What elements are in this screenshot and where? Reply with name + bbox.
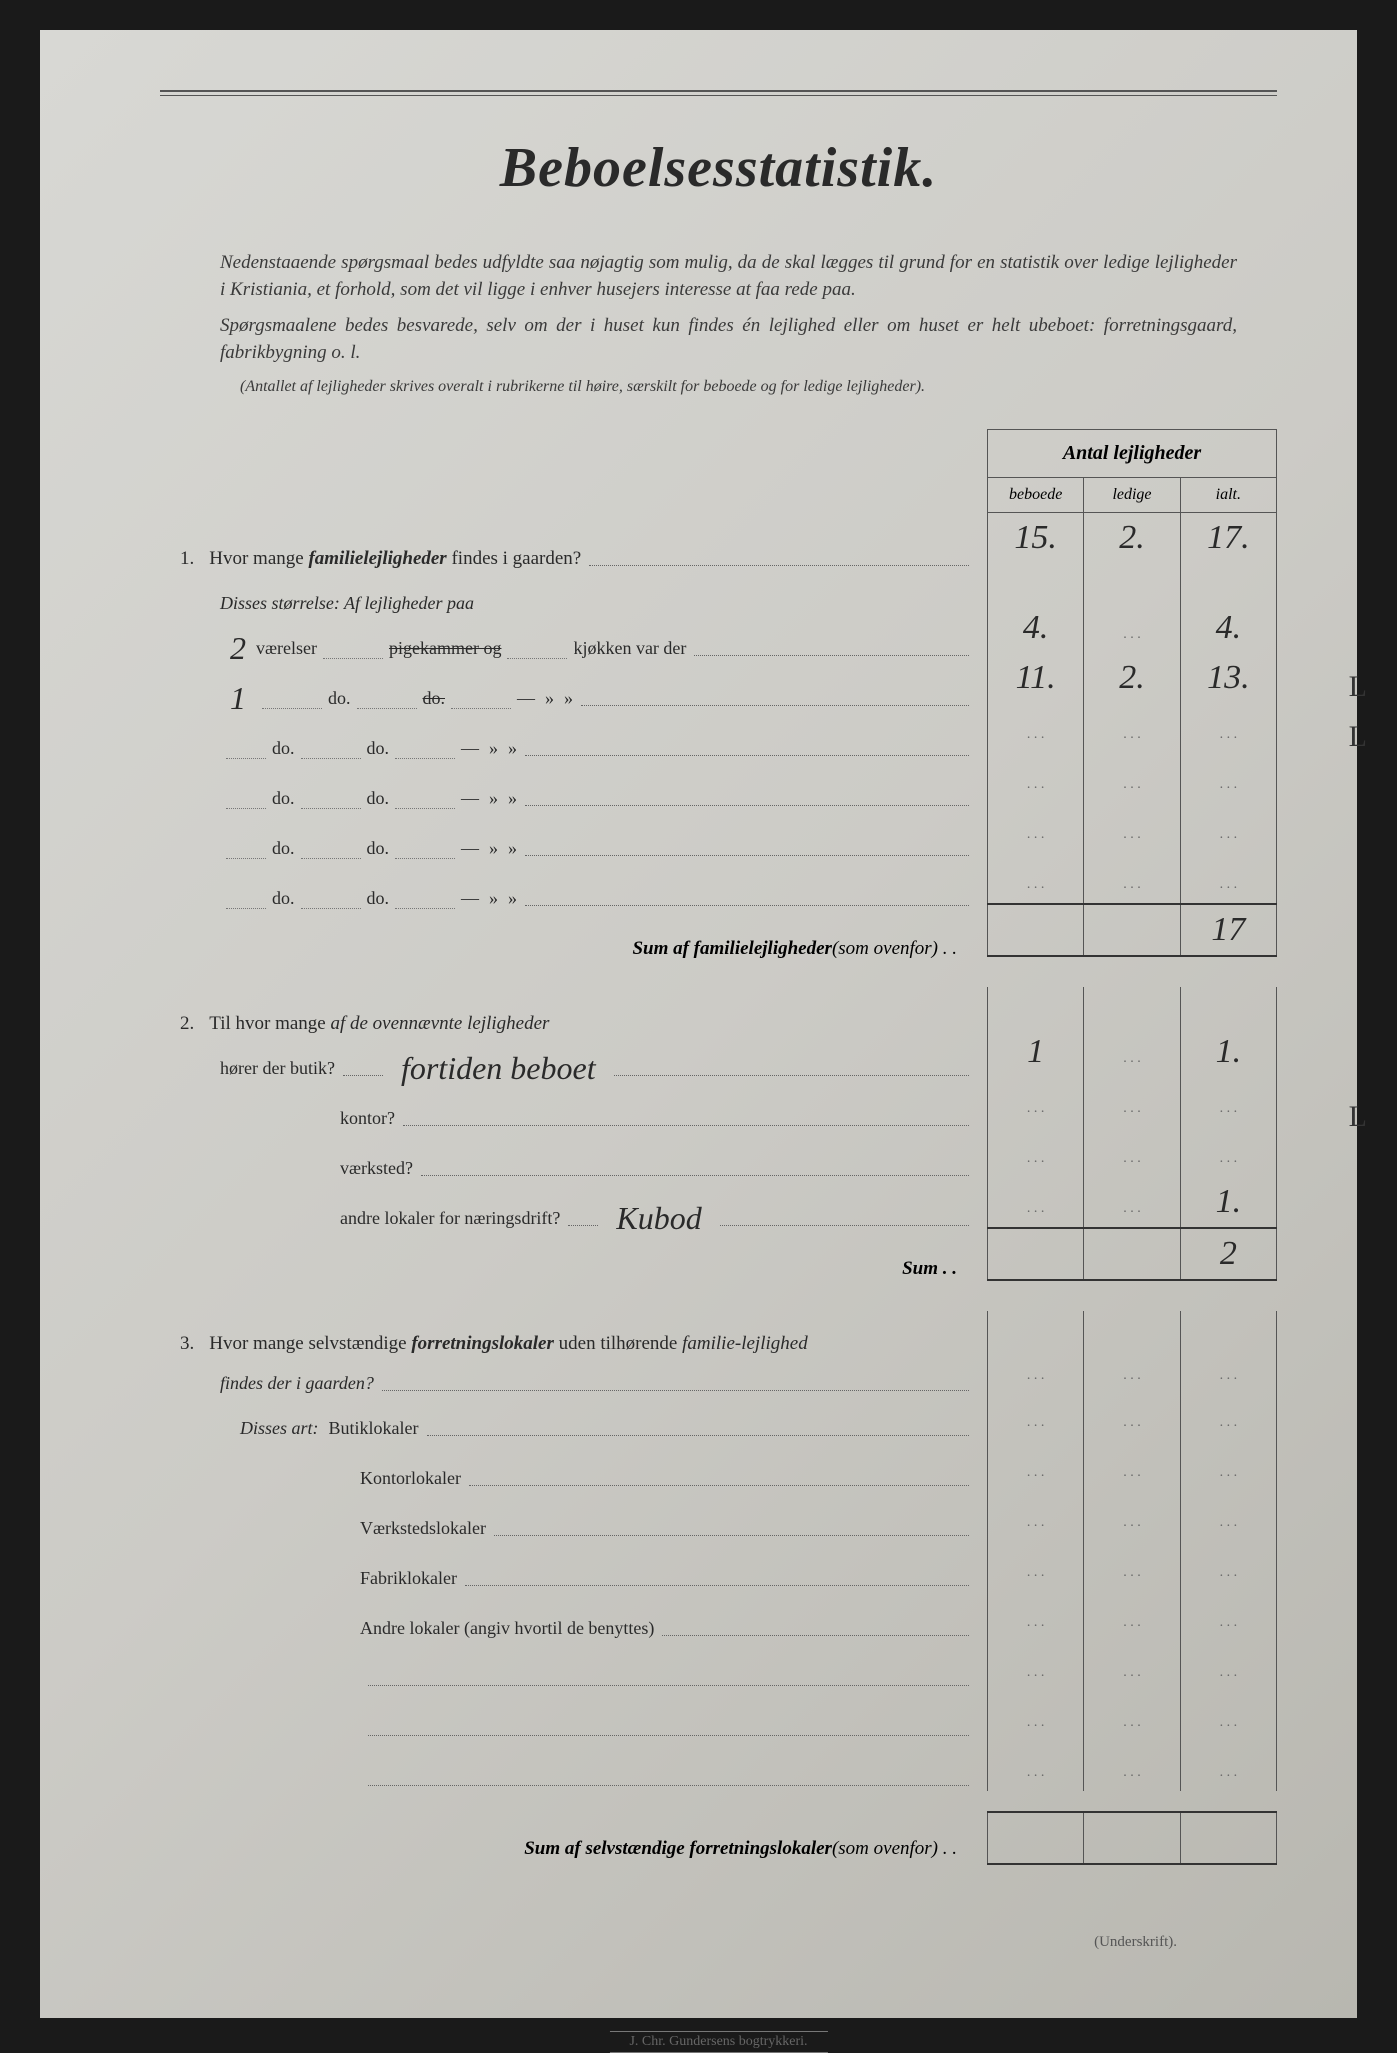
table-header: Antal lejligheder beboede ledige ialt. xyxy=(987,429,1277,513)
q1-data-6 xyxy=(987,853,1277,903)
top-rule xyxy=(160,90,1277,96)
q1-row-1: 2 værelser pigekammer og kjøkken var der xyxy=(160,624,977,674)
q2-line: 2. Til hvor mange af de ovennævnte lejli… xyxy=(160,1004,977,1044)
q1-totals-row: 15. 2. 17. xyxy=(987,513,1277,563)
q3-data-6 xyxy=(987,1641,1277,1691)
th-cols: beboede ledige ialt. xyxy=(988,478,1276,512)
q2-sum-label: Sum . . xyxy=(160,1244,977,1294)
margin-note-2: L xyxy=(1349,720,1367,754)
q2-data-3 xyxy=(987,1127,1277,1177)
q3-andre: Andre lokaler (angiv hvortil de benyttes… xyxy=(160,1604,977,1654)
q2-vaerksted: værksted? xyxy=(160,1144,977,1194)
q1-data-2: 11. 2. 13. xyxy=(987,653,1277,703)
page-title: Beboelsesstatistik. xyxy=(160,136,1277,200)
q3-data-2 xyxy=(987,1441,1277,1491)
q3-blank3 xyxy=(160,1754,977,1804)
printer-credit: J. Chr. Gundersens bogtrykkeri. xyxy=(609,2031,827,2053)
data-column: Antal lejligheder beboede ledige ialt. 1… xyxy=(987,429,1277,1874)
main-content: 1. Hvor mange familielejligheder findes … xyxy=(160,429,1277,1874)
q3-blank2 xyxy=(160,1704,977,1754)
margin-note-3: L xyxy=(1349,1100,1367,1134)
q1-row-4: do. do. — » » xyxy=(160,774,977,824)
preamble-2: Spørgsmaalene bedes besvarede, selv om d… xyxy=(220,313,1237,366)
q1-row-3: do. do. — » » xyxy=(160,724,977,774)
q1-row-6: do. do. — » » xyxy=(160,874,977,924)
q2-butik: hører der butik? fortiden beboet xyxy=(160,1044,977,1094)
q3-fabrik: Fabriklokaler xyxy=(160,1554,977,1604)
questions-column: 1. Hvor mange familielejligheder findes … xyxy=(160,429,987,1874)
q3-sub: Disses art: Butiklokaler xyxy=(160,1404,977,1454)
q3-data-8 xyxy=(987,1741,1277,1791)
th-title: Antal lejligheder xyxy=(988,430,1276,478)
q3-data-3 xyxy=(987,1491,1277,1541)
q1-text: Hvor mange familielejligheder findes i g… xyxy=(209,548,581,570)
q3-kontor: Kontorlokaler xyxy=(160,1454,977,1504)
q3-line: 3. Hvor mange selvstændige forretningslo… xyxy=(160,1324,977,1364)
spacer-row xyxy=(987,563,1277,603)
q1-data-4 xyxy=(987,753,1277,803)
dotfill xyxy=(589,552,969,566)
signature-label: (Underskrift). xyxy=(160,1934,1277,1951)
q2-data-4: 1. xyxy=(987,1177,1277,1227)
q1-data-5 xyxy=(987,803,1277,853)
q1-row-2: 1 do. do. — » » xyxy=(160,674,977,724)
q1-data-1: 4. 4. xyxy=(987,603,1277,653)
q2-andre: andre lokaler for næringsdrift? Kubod xyxy=(160,1194,977,1244)
document-page: Beboelsesstatistik. Nedenstaaende spørgs… xyxy=(40,30,1357,2018)
preamble-3: (Antallet af lejligheder skrives overalt… xyxy=(240,376,1237,398)
q2-sum-row: 2 xyxy=(987,1227,1277,1281)
q2-data-2 xyxy=(987,1077,1277,1127)
q1-sum-row: 17 xyxy=(987,903,1277,957)
q3-data-5 xyxy=(987,1591,1277,1641)
margin-note-1: L xyxy=(1349,670,1367,704)
preamble-1: Nedenstaaende spørgsmaal bedes udfyldte … xyxy=(220,250,1237,303)
q3-blank1 xyxy=(160,1654,977,1704)
q2-kontor: kontor? xyxy=(160,1094,977,1144)
q3-data-1 xyxy=(987,1391,1277,1441)
q2-data-1: 1 1. xyxy=(987,1027,1277,1077)
q3-sum-label: Sum af selvstændige forretningslokaler (… xyxy=(160,1824,977,1874)
q3-sum-row xyxy=(987,1811,1277,1865)
q3-vaerksted: Værkstedslokaler xyxy=(160,1504,977,1554)
q1-num: 1. xyxy=(180,548,194,570)
q1-row-5: do. do. — » » xyxy=(160,824,977,874)
q1-sub: Disses størrelse: Af lejligheder paa xyxy=(160,584,977,624)
q3-data-4 xyxy=(987,1541,1277,1591)
q1-sum-label: Sum af familielejligheder (som ovenfor) … xyxy=(160,924,977,974)
q1-line: 1. Hvor mange familielejligheder findes … xyxy=(160,534,977,584)
q1-data-3 xyxy=(987,703,1277,753)
q3-line2: findes der i gaarden? xyxy=(160,1364,977,1404)
q3-data-7 xyxy=(987,1691,1277,1741)
